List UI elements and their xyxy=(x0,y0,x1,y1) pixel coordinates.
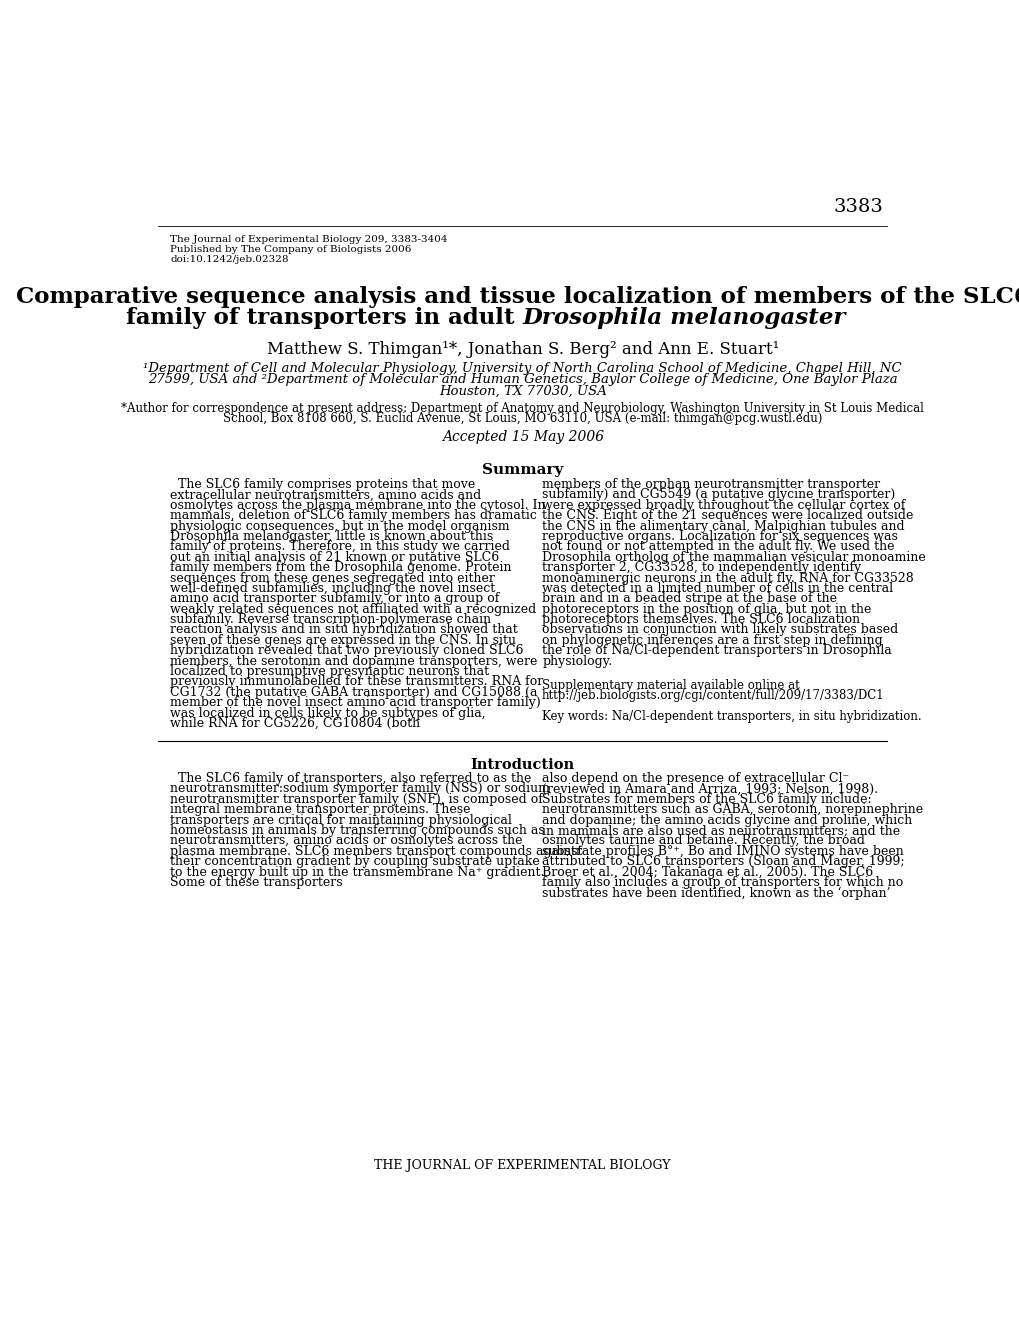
Text: weakly related sequences not affiliated with a recognized: weakly related sequences not affiliated … xyxy=(170,603,536,615)
Text: Matthew S. Thimgan¹*, Jonathan S. Berg² and Ann E. Stuart¹: Matthew S. Thimgan¹*, Jonathan S. Berg² … xyxy=(266,341,779,358)
Text: The SLC6 family comprises proteins that move: The SLC6 family comprises proteins that … xyxy=(170,478,475,491)
Text: ¹Department of Cell and Molecular Physiology, University of North Carolina Schoo: ¹Department of Cell and Molecular Physio… xyxy=(144,362,901,375)
Text: 3383: 3383 xyxy=(833,198,882,216)
Text: photoreceptors themselves. The SLC6 localization: photoreceptors themselves. The SLC6 loca… xyxy=(541,612,859,626)
Text: family members from the Drosophila genome. Protein: family members from the Drosophila genom… xyxy=(170,561,512,574)
Text: observations in conjunction with likely substrates based: observations in conjunction with likely … xyxy=(541,623,898,636)
Text: monoaminergic neurons in the adult fly. RNA for CG33528: monoaminergic neurons in the adult fly. … xyxy=(541,572,913,585)
Text: Published by The Company of Biologists 2006: Published by The Company of Biologists 2… xyxy=(170,246,411,255)
Text: family also includes a group of transporters for which no: family also includes a group of transpor… xyxy=(541,876,903,890)
Text: CG1732 (the putative GABA transporter) and CG15088 (a: CG1732 (the putative GABA transporter) a… xyxy=(170,686,537,698)
Text: was localized in cells likely to be subtypes of glia,: was localized in cells likely to be subt… xyxy=(170,706,485,719)
Text: the CNS. Eight of the 21 sequences were localized outside: the CNS. Eight of the 21 sequences were … xyxy=(541,510,913,523)
Text: on phylogenetic inferences are a first step in defining: on phylogenetic inferences are a first s… xyxy=(541,634,882,647)
Text: neurotransmitters, amino acids or osmolytes across the: neurotransmitters, amino acids or osmoly… xyxy=(170,834,522,847)
Text: homeostasis in animals by transferring compounds such as: homeostasis in animals by transferring c… xyxy=(170,824,544,837)
Text: Broer et al., 2004; Takanaga et al., 2005). The SLC6: Broer et al., 2004; Takanaga et al., 200… xyxy=(541,866,872,879)
Text: plasma membrane. SLC6 members transport compounds against: plasma membrane. SLC6 members transport … xyxy=(170,845,582,858)
Text: extracellular neurotransmitters, amino acids and: extracellular neurotransmitters, amino a… xyxy=(170,488,481,502)
Text: their concentration gradient by coupling substrate uptake: their concentration gradient by coupling… xyxy=(170,855,539,869)
Text: subfamily) and CG5549 (a putative glycine transporter): subfamily) and CG5549 (a putative glycin… xyxy=(541,488,895,502)
Text: Drosophila melanogaster: Drosophila melanogaster xyxy=(522,308,846,329)
Text: Summary: Summary xyxy=(482,462,562,477)
Text: and dopamine; the amino acids glycine and proline, which: and dopamine; the amino acids glycine an… xyxy=(541,813,911,826)
Text: osmolytes across the plasma membrane into the cytosol. In: osmolytes across the plasma membrane int… xyxy=(170,499,545,512)
Text: photoreceptors in the position of glia, but not in the: photoreceptors in the position of glia, … xyxy=(541,603,870,615)
Text: substrates have been identified, known as the ‘orphan’: substrates have been identified, known a… xyxy=(541,887,890,900)
Text: well-defined subfamilies, including the novel insect: well-defined subfamilies, including the … xyxy=(170,582,495,595)
Text: while RNA for CG5226, CG10804 (both: while RNA for CG5226, CG10804 (both xyxy=(170,717,420,730)
Text: neurotransmitters such as GABA, serotonin, norepinephrine: neurotransmitters such as GABA, serotoni… xyxy=(541,804,922,816)
Text: Introduction: Introduction xyxy=(470,758,575,772)
Text: family of transporters in adult: family of transporters in adult xyxy=(126,308,522,329)
Text: substrate profiles B°⁺, Bo and IMINO systems have been: substrate profiles B°⁺, Bo and IMINO sys… xyxy=(541,845,903,858)
Text: neurotransmitter transporter family (SNF), is composed of: neurotransmitter transporter family (SNF… xyxy=(170,793,542,807)
Text: Some of these transporters: Some of these transporters xyxy=(170,876,342,890)
Text: family of proteins. Therefore, in this study we carried: family of proteins. Therefore, in this s… xyxy=(170,540,509,553)
Text: School, Box 8108 660, S. Euclid Avenue, St Louis, MO 63110, USA (e-mail: thimgan: School, Box 8108 660, S. Euclid Avenue, … xyxy=(223,412,821,425)
Text: mammals, deletion of SLC6 family members has dramatic: mammals, deletion of SLC6 family members… xyxy=(170,510,536,523)
Text: out an initial analysis of 21 known or putative SLC6: out an initial analysis of 21 known or p… xyxy=(170,550,499,564)
Text: to the energy built up in the transmembrane Na⁺ gradient.: to the energy built up in the transmembr… xyxy=(170,866,544,879)
Text: amino acid transporter subfamily, or into a group of: amino acid transporter subfamily, or int… xyxy=(170,593,499,606)
Text: member of the novel insect amino acid transporter family): member of the novel insect amino acid tr… xyxy=(170,696,540,709)
Text: attributed to SLC6 transporters (Sloan and Mager, 1999;: attributed to SLC6 transporters (Sloan a… xyxy=(541,855,904,869)
Text: neurotransmitter:sodium symporter family (NSS) or sodium: neurotransmitter:sodium symporter family… xyxy=(170,783,549,796)
Text: transporter 2, CG33528, to independently identify: transporter 2, CG33528, to independently… xyxy=(541,561,860,574)
Text: transporters are critical for maintaining physiological: transporters are critical for maintainin… xyxy=(170,813,512,826)
Text: was detected in a limited number of cells in the central: was detected in a limited number of cell… xyxy=(541,582,893,595)
Text: physiologic consequences, but in the model organism: physiologic consequences, but in the mod… xyxy=(170,520,509,532)
Text: subfamily. Reverse transcription-polymerase chain: subfamily. Reverse transcription-polymer… xyxy=(170,612,491,626)
Text: sequences from these genes segregated into either: sequences from these genes segregated in… xyxy=(170,572,494,585)
Text: Accepted 15 May 2006: Accepted 15 May 2006 xyxy=(441,430,603,445)
Text: Supplementary material available online at: Supplementary material available online … xyxy=(541,678,799,692)
Text: members, the serotonin and dopamine transporters, were: members, the serotonin and dopamine tran… xyxy=(170,655,537,668)
Text: Drosophila ortholog of the mammalian vesicular monoamine: Drosophila ortholog of the mammalian ves… xyxy=(541,550,925,564)
Text: were expressed broadly throughout the cellular cortex of: were expressed broadly throughout the ce… xyxy=(541,499,905,512)
Text: previously immunolabelled for these transmitters. RNA for: previously immunolabelled for these tran… xyxy=(170,676,543,689)
Text: Drosophila melanogaster, little is known about this: Drosophila melanogaster, little is known… xyxy=(170,529,493,543)
Text: members of the orphan neurotransmitter transporter: members of the orphan neurotransmitter t… xyxy=(541,478,879,491)
Text: Comparative sequence analysis and tissue localization of members of the SLC6: Comparative sequence analysis and tissue… xyxy=(16,286,1019,309)
Text: http://jeb.biologists.org/cgi/content/full/209/17/3383/DC1: http://jeb.biologists.org/cgi/content/fu… xyxy=(541,689,883,702)
Text: doi:10.1242/jeb.02328: doi:10.1242/jeb.02328 xyxy=(170,256,288,264)
Text: Houston, TX 77030, USA: Houston, TX 77030, USA xyxy=(438,385,606,397)
Text: brain and in a beaded stripe at the base of the: brain and in a beaded stripe at the base… xyxy=(541,593,837,606)
Text: reaction analysis and in situ hybridization showed that: reaction analysis and in situ hybridizat… xyxy=(170,623,518,636)
Text: The SLC6 family of transporters, also referred to as the: The SLC6 family of transporters, also re… xyxy=(170,772,531,785)
Text: The Journal of Experimental Biology 209, 3383-3404: The Journal of Experimental Biology 209,… xyxy=(170,235,447,244)
Text: 27599, USA and ²Department of Molecular and Human Genetics, Baylor College of Me: 27599, USA and ²Department of Molecular … xyxy=(148,374,897,387)
Text: the role of Na/Cl-dependent transporters in Drosophila: the role of Na/Cl-dependent transporters… xyxy=(541,644,891,657)
Text: Substrates for members of the SLC6 family include:: Substrates for members of the SLC6 famil… xyxy=(541,793,871,807)
Text: localized to presumptive presynaptic neurons that: localized to presumptive presynaptic neu… xyxy=(170,665,489,678)
Text: *Author for correspondence at present address: Department of Anatomy and Neurobi: *Author for correspondence at present ad… xyxy=(121,401,923,414)
Text: not found or not attempted in the adult fly. We used the: not found or not attempted in the adult … xyxy=(541,540,894,553)
Text: in mammals are also used as neurotransmitters; and the: in mammals are also used as neurotransmi… xyxy=(541,824,900,837)
Text: also depend on the presence of extracellular Cl⁻: also depend on the presence of extracell… xyxy=(541,772,849,785)
Text: reproductive organs. Localization for six sequences was: reproductive organs. Localization for si… xyxy=(541,529,897,543)
Text: hybridization revealed that two previously cloned SLC6: hybridization revealed that two previous… xyxy=(170,644,523,657)
Text: THE JOURNAL OF EXPERIMENTAL BIOLOGY: THE JOURNAL OF EXPERIMENTAL BIOLOGY xyxy=(374,1159,671,1172)
Text: the CNS in the alimentary canal, Malpighian tubules and: the CNS in the alimentary canal, Malpigh… xyxy=(541,520,904,532)
Text: Key words: Na/Cl-dependent transporters, in situ hybridization.: Key words: Na/Cl-dependent transporters,… xyxy=(541,710,921,723)
Text: seven of these genes are expressed in the CNS. In situ: seven of these genes are expressed in th… xyxy=(170,634,516,647)
Text: physiology.: physiology. xyxy=(541,655,611,668)
Text: integral membrane transporter proteins. These: integral membrane transporter proteins. … xyxy=(170,804,470,816)
Text: (reviewed in Amara and Arriza, 1993; Nelson, 1998).: (reviewed in Amara and Arriza, 1993; Nel… xyxy=(541,783,877,796)
Text: osmolytes taurine and betaine. Recently, the broad: osmolytes taurine and betaine. Recently,… xyxy=(541,834,864,847)
